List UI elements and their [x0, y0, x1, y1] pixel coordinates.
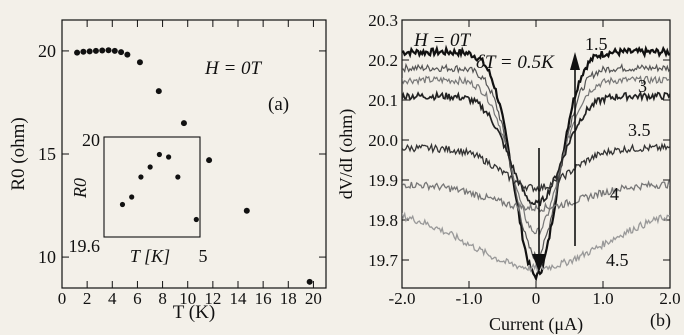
y-tick-label: 20.2	[368, 51, 398, 70]
down-arrow-head	[532, 254, 546, 272]
inset-point	[193, 216, 199, 223]
x-tick-label: 0	[58, 289, 67, 308]
x-tick-label: -1.0	[456, 289, 483, 308]
x-tick-label: 2	[83, 289, 92, 308]
panel-a-points	[74, 47, 313, 285]
data-point	[136, 59, 143, 66]
inset-frame	[103, 136, 201, 238]
x-tick-label: 8	[158, 289, 167, 308]
data-point	[206, 157, 213, 164]
data-point	[80, 48, 87, 55]
inset-point	[166, 154, 172, 160]
panel-a-ticks: 0 2 4 6 8 10 12 14 16 18 20 10 15 20	[38, 20, 326, 308]
curve-labels: 1.5 3 3.5 4 4.5	[585, 34, 651, 270]
panel-b-ylabel: dV/dI (ohm)	[336, 109, 357, 199]
curve-3	[402, 89, 670, 207]
x-tick-label: 1.0	[592, 289, 613, 308]
data-point	[105, 47, 112, 54]
curve-label: 1.5	[585, 34, 608, 54]
x-tick-label: 0	[532, 289, 541, 308]
data-point	[306, 278, 313, 285]
y-tick-label: 10	[38, 247, 56, 267]
panel-b-annotation-2: δT = 0.5K	[476, 52, 555, 73]
x-tick-label: 4	[108, 289, 117, 308]
inset-ylabel: R0	[70, 178, 90, 199]
x-tick-label: -2.0	[389, 289, 416, 308]
x-tick-label: 10	[179, 289, 196, 308]
inset-point	[119, 201, 126, 208]
panel-a-label: (a)	[268, 94, 289, 115]
y-tick-label: 19.7	[368, 251, 398, 270]
inset-point	[175, 174, 181, 180]
inset-points	[119, 151, 199, 223]
curve-4	[402, 179, 670, 213]
panel-b-label: (b)	[650, 310, 671, 331]
y-tick-label: 20.1	[368, 91, 398, 110]
panel-a-inset: 20 19.6 5 T [K] R0	[69, 130, 208, 266]
curve-3.5	[402, 142, 670, 193]
data-point	[124, 51, 131, 58]
data-point	[243, 207, 250, 214]
y-tick-label: 20.0	[368, 131, 398, 150]
x-tick-label: 12	[204, 289, 221, 308]
data-point	[118, 49, 125, 56]
data-point	[74, 49, 81, 56]
x-tick-label: 20	[305, 289, 322, 308]
y-tick-label: 15	[38, 144, 56, 164]
curve-4.5	[402, 211, 670, 273]
inset-xlabel: T [K]	[130, 246, 170, 266]
x-tick-label: 14	[230, 289, 248, 308]
panel-b-curves	[402, 44, 670, 283]
panel-b: -2.0 -1.0 0 1.0 2.0 19.7 19.8 19.9 20.0 20.1 20.2 2…	[336, 11, 681, 335]
panel-b-ticks: -2.0 -1.0 0 1.0 2.0 19.7 19.8 19.9 20.0 20.1 20.2 2…	[368, 11, 680, 308]
y-tick-label: 20.3	[368, 11, 398, 30]
curve-label: 4.5	[606, 250, 629, 270]
x-tick-label: 18	[280, 289, 297, 308]
inset-point	[129, 194, 135, 200]
x-tick-label: 16	[255, 289, 272, 308]
panel-b-annotation: H = 0T	[413, 30, 472, 51]
up-arrow-head	[570, 52, 580, 70]
y-tick-label: 20	[38, 41, 56, 61]
curve-label: 4	[610, 184, 619, 204]
data-point	[92, 47, 99, 54]
panel-a-ylabel: R0 (ohm)	[8, 117, 29, 190]
inset-ytick-label: 20	[82, 130, 100, 150]
panel-a-annotation: H = 0T	[204, 58, 263, 79]
inset-point	[156, 151, 162, 158]
inset-point	[147, 164, 153, 170]
panel-b-xlabel: Current (μA)	[489, 314, 583, 335]
panel-b-arrows	[532, 52, 580, 272]
x-tick-label: 2.0	[659, 289, 680, 308]
curve-2.5	[402, 75, 670, 236]
curve-1.5	[402, 44, 670, 283]
y-tick-label: 19.8	[368, 211, 398, 230]
curve-label: 3.5	[628, 120, 651, 140]
y-tick-label: 19.9	[368, 171, 398, 190]
data-point	[99, 47, 106, 54]
data-point	[155, 88, 162, 95]
inset-point	[138, 174, 144, 180]
data-point	[86, 48, 93, 55]
curve-label: 3	[638, 76, 647, 96]
data-point	[180, 120, 187, 127]
panel-a-xlabel: T (K)	[173, 302, 215, 323]
panel-a: 0 2 4 6 8 10 12 14 16 18 20 10 15 20 H = 0T (a) T (K)…	[8, 19, 327, 323]
x-tick-label: 6	[133, 289, 142, 308]
inset-xtick-label: 5	[199, 246, 208, 266]
data-point	[111, 47, 118, 54]
inset-ytick-label: 19.6	[69, 236, 101, 256]
